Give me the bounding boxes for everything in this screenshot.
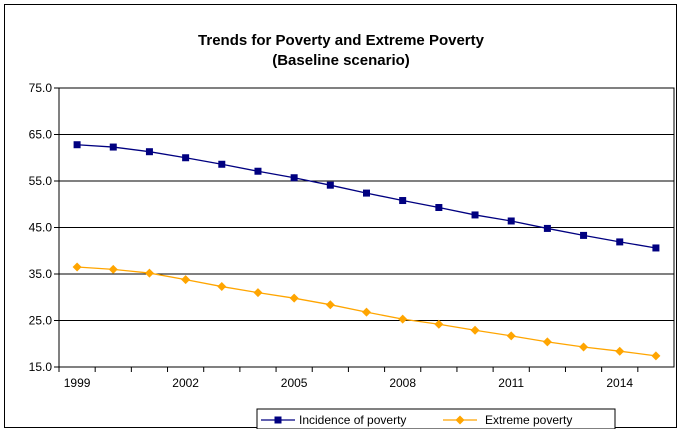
- data-point: [507, 217, 515, 225]
- series-lines: [77, 144, 657, 357]
- data-point: [289, 293, 299, 303]
- chart-title: Trends for Poverty and Extreme Poverty: [198, 32, 485, 49]
- x-tick-label: 1999: [64, 376, 91, 390]
- chart-frame: Trends for Poverty and Extreme Poverty (…: [4, 4, 677, 429]
- data-point: [181, 275, 191, 285]
- data-point: [72, 262, 82, 272]
- data-point: [145, 148, 153, 156]
- legend: Incidence of poverty Extreme poverty: [256, 408, 616, 429]
- data-point: [434, 319, 444, 329]
- y-tick-label: 55.0: [29, 174, 53, 188]
- data-point: [254, 167, 262, 175]
- data-point: [217, 282, 227, 292]
- data-point: [108, 264, 118, 274]
- data-point: [435, 204, 443, 212]
- data-point: [651, 351, 661, 361]
- legend-marker: [274, 416, 282, 424]
- x-tick-label: 2002: [172, 376, 199, 390]
- data-point: [399, 197, 407, 205]
- data-point: [543, 224, 551, 232]
- x-tick-label: 2014: [606, 376, 633, 390]
- data-point: [542, 337, 552, 347]
- data-point: [580, 231, 588, 239]
- data-point: [362, 307, 371, 317]
- x-tick-label: 2011: [498, 376, 524, 390]
- data-point: [615, 346, 625, 356]
- data-point: [325, 300, 335, 310]
- data-point: [253, 288, 263, 298]
- line-chart: Trends for Poverty and Extreme Poverty (…: [29, 32, 675, 429]
- data-point: [363, 189, 370, 197]
- y-tick-label: 75.0: [29, 81, 53, 95]
- y-tick-label: 15.0: [29, 360, 53, 374]
- legend-label: Extreme poverty: [485, 413, 572, 427]
- legend-label: Incidence of poverty: [299, 413, 406, 427]
- legend-marker: [455, 415, 465, 425]
- data-point: [144, 268, 154, 278]
- data-point: [652, 244, 660, 252]
- data-point: [182, 154, 190, 162]
- y-tick-label: 35.0: [29, 267, 53, 281]
- data-point: [471, 211, 479, 219]
- y-tick-label: 45.0: [29, 221, 53, 235]
- y-tick-label: 25.0: [29, 314, 53, 328]
- data-point: [73, 141, 81, 149]
- data-point: [470, 325, 480, 335]
- data-point: [109, 143, 117, 151]
- data-point: [506, 331, 516, 341]
- x-axis: 1999 2002 2005 2008 2011 2014: [58, 367, 639, 390]
- chart-subtitle: (Baseline scenario): [272, 52, 410, 69]
- x-tick-label: 2008: [389, 376, 416, 390]
- y-tick-label: 65.0: [29, 128, 53, 142]
- data-point: [579, 342, 589, 352]
- series-markers: [72, 141, 661, 361]
- data-point: [616, 238, 624, 246]
- y-axis: 75.0 65.0 55.0 45.0 35.0 25.0 15.0: [29, 81, 59, 374]
- data-point: [290, 174, 298, 182]
- x-tick-label: 2005: [281, 376, 308, 390]
- gridlines: [59, 87, 674, 368]
- data-point: [326, 181, 334, 189]
- data-point: [218, 160, 226, 168]
- legend-box: [256, 408, 616, 429]
- data-point: [398, 314, 408, 324]
